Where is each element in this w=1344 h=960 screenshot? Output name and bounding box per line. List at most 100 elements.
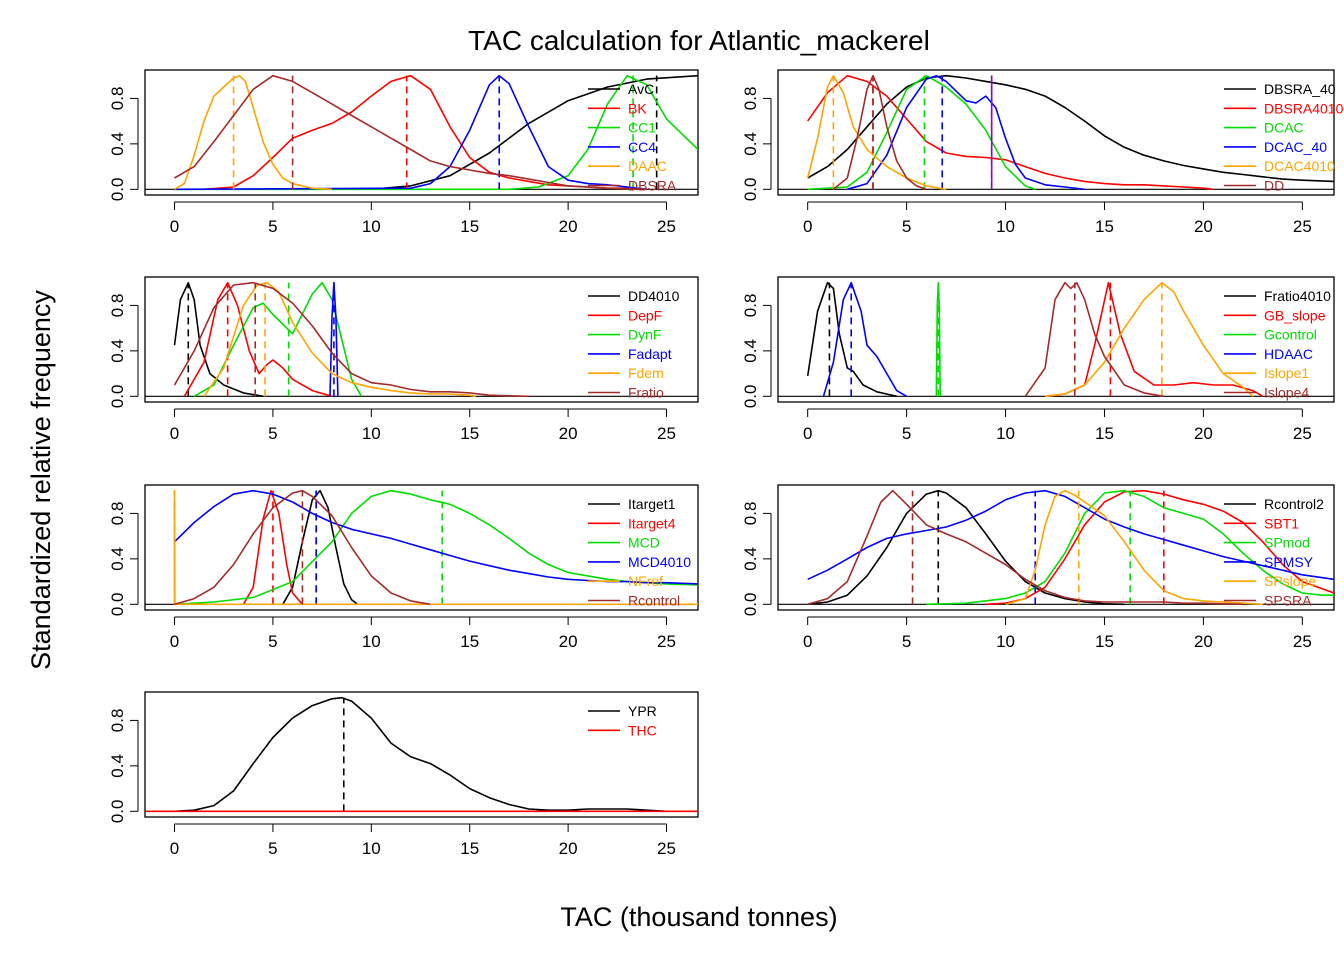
x-tick-label: 10: [996, 632, 1015, 651]
series-line-Fratio4010: [806, 281, 897, 398]
legend-label: SBT1: [1264, 515, 1299, 531]
series-line-AvC: [371, 74, 698, 191]
plot-frame: [144, 484, 699, 611]
series-line-Itarget1: [282, 489, 358, 605]
legend-label: DynF: [628, 327, 661, 343]
x-tick-label: 20: [559, 217, 578, 236]
legend-label: Rcontrol: [628, 593, 680, 609]
series-line-DD: [832, 74, 927, 191]
legend-label: Fratio4010: [1264, 288, 1331, 304]
series-line-NFref: [173, 489, 698, 606]
legend-label: Rcontrol2: [1264, 496, 1324, 512]
series-line-Fratio: [173, 281, 529, 398]
series-line-YPR: [174, 696, 667, 813]
legend-label: CC4: [628, 139, 656, 155]
x-tick-label: 15: [460, 217, 479, 236]
x-tick-label: 25: [657, 217, 676, 236]
panel-6: 0 5 10 15 20 25 0.0 0.4 0.8 Rcontrol2 SBT1 SPmod SPM…: [741, 484, 1335, 651]
x-tick-label: 10: [362, 632, 381, 651]
x-tick-label: 20: [559, 424, 578, 443]
legend-label: Fratio: [628, 385, 664, 401]
panel-4: 0 5 10 15 20 25 0.0 0.4 0.8 Fratio4010 GB_slope Gco…: [741, 276, 1335, 443]
y-tick-label: 0.8: [741, 87, 760, 111]
y-tick-label: 0.0: [108, 384, 127, 408]
x-tick-label: 20: [1194, 632, 1213, 651]
legend-label: Itarget1: [628, 496, 676, 512]
y-tick-label: 0.0: [108, 177, 127, 201]
x-tick-label: 10: [362, 839, 381, 858]
y-tick-label: 0.8: [108, 709, 127, 733]
plot-frame: [144, 276, 699, 403]
x-tick-label: 0: [803, 424, 812, 443]
x-tick-label: 0: [170, 632, 179, 651]
series-line-Rcontrol2: [807, 489, 1125, 606]
series-line-CC4: [174, 74, 647, 191]
series-line-DCAC4010: [806, 74, 947, 191]
series-line-SPSRA: [807, 489, 1244, 606]
y-tick-label: 0.8: [108, 87, 127, 111]
legend-label: DAAC: [628, 158, 667, 174]
legend-label: DD4010: [628, 288, 680, 304]
series-line-DD4010: [173, 281, 264, 398]
y-tick-label: 0.4: [741, 547, 760, 571]
legend-label: SPmod: [1264, 535, 1310, 551]
figure-ylabel: Standardized relative frequency: [26, 290, 56, 670]
panel-group: 0 5 10 15 20 250.00.40.8 AvCBKCC1CC4DAACDBSRA0…: [108, 69, 1344, 858]
y-tick-label: 0.4: [108, 132, 127, 156]
legend-label: THC: [628, 722, 657, 738]
x-tick-label: 20: [1194, 424, 1213, 443]
series-line-MCD: [174, 489, 698, 606]
series-line-DCAC: [807, 74, 1036, 191]
legend-label: GB_slope: [1264, 307, 1326, 323]
legend-label: SPslope: [1264, 573, 1316, 589]
x-tick-label: 25: [657, 632, 676, 651]
legend-label: YPR: [628, 703, 657, 719]
series-line-DepF: [183, 281, 333, 398]
legend-label: Islope1: [1264, 365, 1309, 381]
x-tick-label: 5: [268, 839, 277, 858]
x-tick-label: 25: [1293, 217, 1312, 236]
legend-label: DBSRA: [628, 178, 677, 194]
plot-frame: [144, 69, 699, 196]
x-tick-label: 15: [1095, 424, 1114, 443]
series-line-DAAC: [174, 74, 333, 191]
x-tick-label: 15: [1095, 632, 1114, 651]
panel-7: 0 5 10 15 20 25 0.0 0.4 0.8 YPR THC: [108, 691, 699, 858]
panel-2: 0 5 10 15 20 25 0.0 0.4 0.8 DBSRA_40 DBSRA4010 DCAC…: [741, 69, 1344, 236]
plot-frame: [777, 276, 1335, 403]
legend-label: NFref: [628, 573, 663, 589]
legend-label: Islope4: [1264, 385, 1309, 401]
legend-label: DBSRA_40: [1264, 81, 1336, 97]
y-tick-label: 0.0: [108, 592, 127, 616]
legend-label: Gcontrol: [1264, 327, 1317, 343]
y-tick-label: 0.0: [108, 799, 127, 823]
x-tick-label: 10: [362, 217, 381, 236]
series-line-Islope1: [1045, 281, 1254, 398]
plot-frame: [777, 69, 1335, 196]
legend-label: DBSRA4010: [1264, 100, 1344, 116]
series-line-CC1: [174, 74, 698, 191]
plot-frame: [777, 484, 1335, 611]
x-tick-label: 25: [657, 839, 676, 858]
series-line-Islope4: [1024, 281, 1164, 398]
x-tick-label: 15: [1095, 217, 1114, 236]
legend-label: SPMSY: [1264, 554, 1314, 570]
x-tick-label: 10: [996, 424, 1015, 443]
plot-frame: [144, 691, 699, 818]
x-tick-label: 0: [803, 632, 812, 651]
legend-label: AvC: [628, 81, 654, 97]
legend-label: Itarget4: [628, 515, 676, 531]
legend-label: DCAC: [1264, 120, 1304, 136]
x-tick-label: 10: [996, 217, 1015, 236]
legend-label: DD: [1264, 178, 1284, 194]
legend-label: HDAAC: [1264, 346, 1313, 362]
series-line-DCAC_40: [847, 74, 1085, 191]
series-line-HDAAC: [822, 281, 907, 397]
x-tick-label: 25: [1293, 632, 1312, 651]
legend-label: BK: [628, 100, 647, 116]
x-tick-label: 0: [170, 839, 179, 858]
x-tick-label: 20: [559, 632, 578, 651]
series-line-GB_slope: [1045, 281, 1264, 398]
